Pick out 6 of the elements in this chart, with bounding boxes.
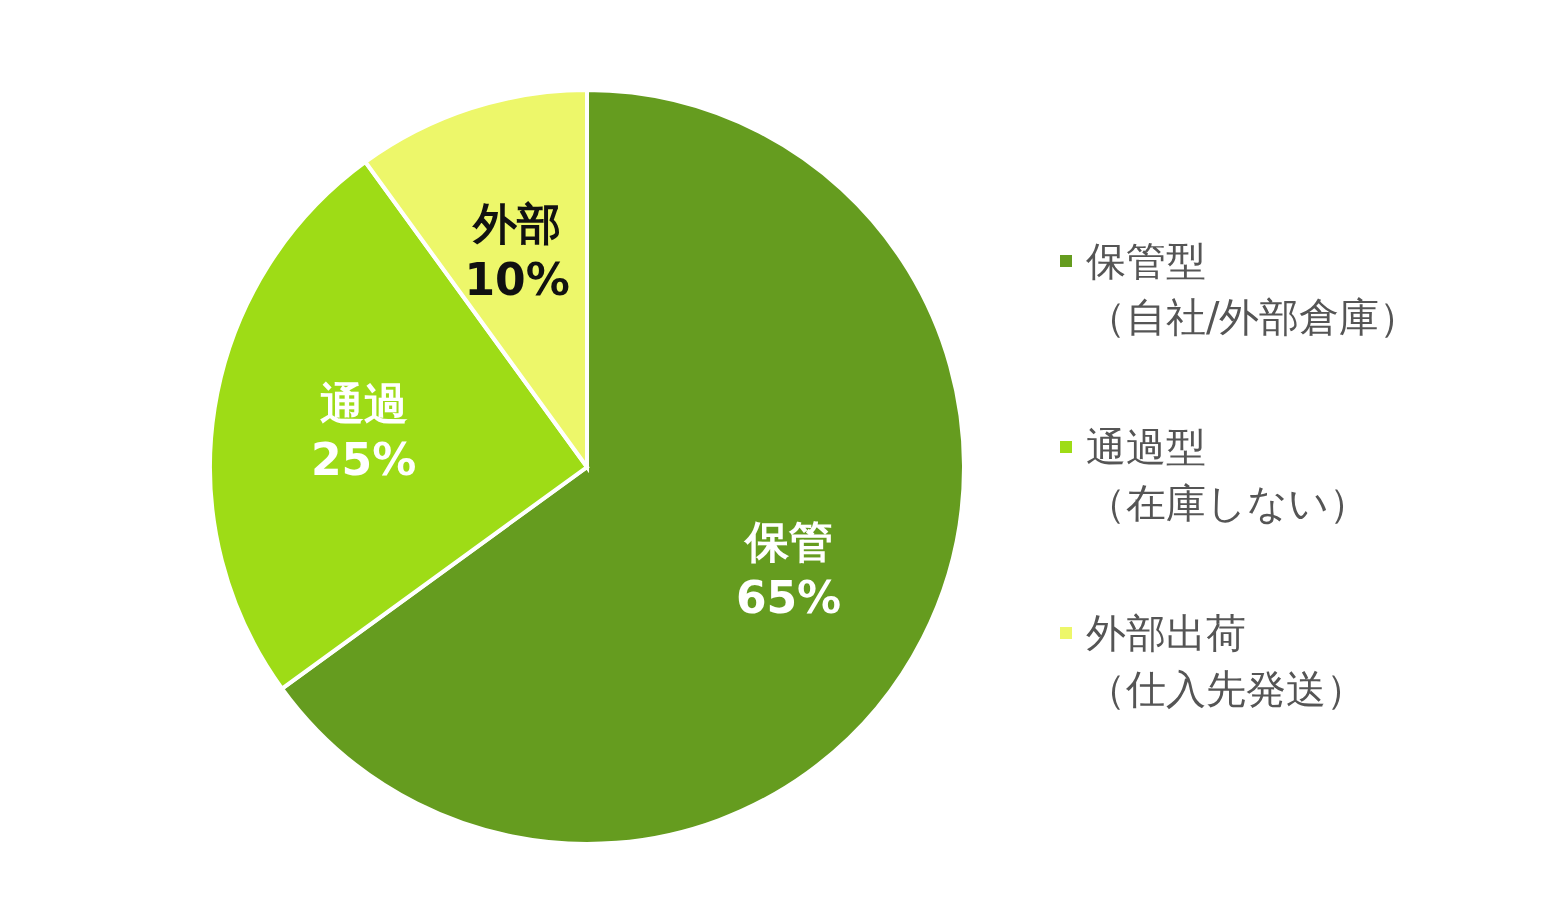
legend-label: 通過型（在庫しない） bbox=[1086, 423, 1369, 528]
data-label: 通過 25% bbox=[310, 377, 417, 485]
legend-label: 保管型（自社/外部倉庫） bbox=[1086, 237, 1420, 342]
data-label: 保管 65% bbox=[735, 515, 842, 623]
data-label: 外部 10% bbox=[464, 197, 570, 305]
legend-label: 外部出荷（仕入先発送） bbox=[1086, 609, 1366, 714]
